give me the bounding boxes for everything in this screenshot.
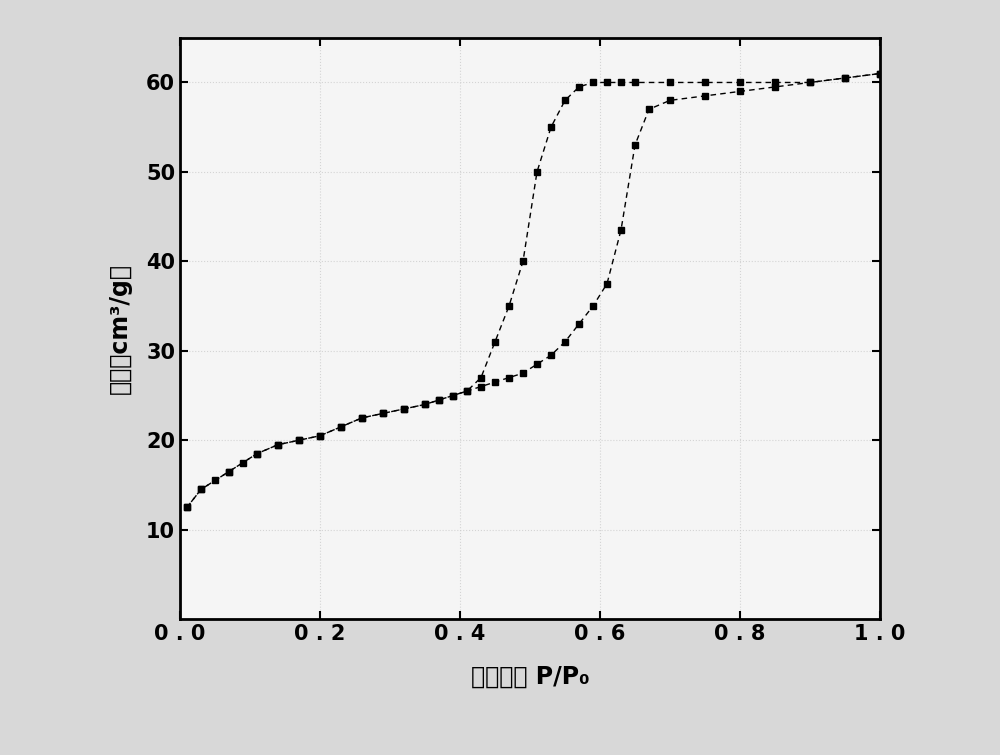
X-axis label: 相对压强 P/P₀: 相对压强 P/P₀ (471, 665, 589, 689)
Y-axis label: 体积（cm³/g）: 体积（cm³/g） (108, 263, 132, 394)
